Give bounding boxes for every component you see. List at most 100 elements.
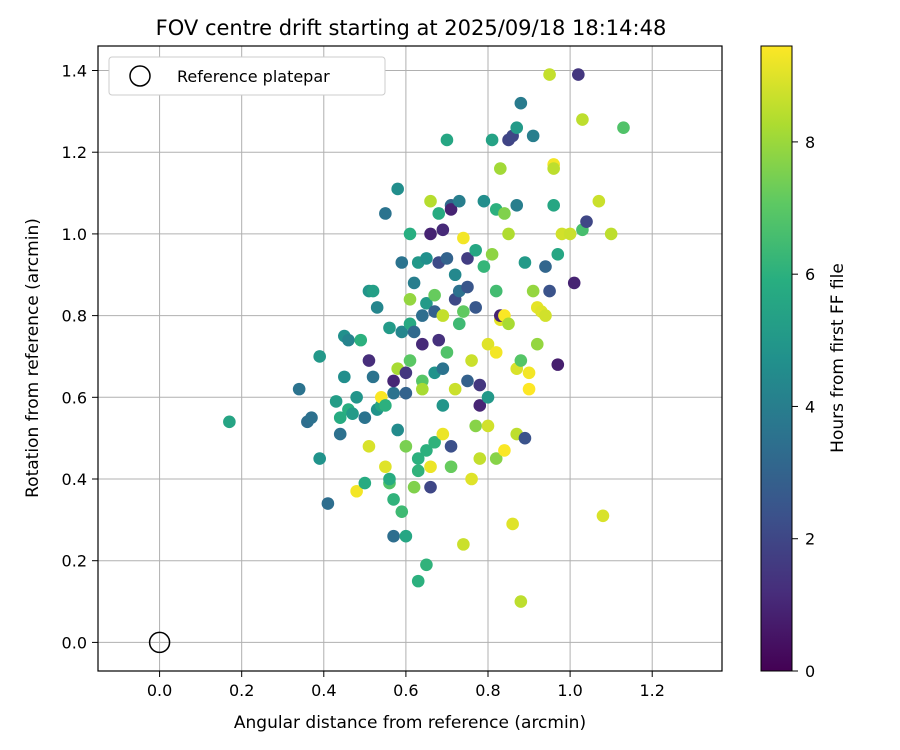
data-point xyxy=(522,366,536,380)
data-point xyxy=(477,194,491,208)
data-point xyxy=(354,333,368,347)
reference-marker xyxy=(148,631,171,654)
data-point xyxy=(526,284,540,298)
data-point xyxy=(551,248,565,261)
data-point xyxy=(350,391,363,404)
data-point xyxy=(485,248,499,261)
data-point xyxy=(473,378,487,392)
data-point xyxy=(543,284,556,298)
data-point xyxy=(526,129,540,143)
data-point xyxy=(403,227,417,241)
x-ticks: 0.0 0.2 0.4 0.6 0.8 1.0 1.2 xyxy=(147,671,665,700)
data-point xyxy=(395,325,409,339)
data-point xyxy=(518,431,532,445)
data-point xyxy=(416,337,429,351)
data-point xyxy=(399,366,413,380)
data-point xyxy=(321,497,335,510)
data-point xyxy=(547,199,560,212)
data-point xyxy=(424,480,437,494)
data-point xyxy=(379,207,392,220)
data-point xyxy=(465,472,478,486)
data-point xyxy=(580,215,593,228)
x-axis-label: Angular distance from reference (arcmin) xyxy=(234,713,586,733)
y-tick-label: 1.0 xyxy=(62,225,87,244)
data-point xyxy=(518,256,532,269)
data-point xyxy=(399,529,413,543)
data-point xyxy=(452,317,466,331)
data-point xyxy=(473,399,487,412)
data-point xyxy=(350,484,363,498)
data-point xyxy=(407,480,421,494)
data-point xyxy=(428,288,441,302)
data-point xyxy=(461,374,474,388)
data-point xyxy=(444,460,458,474)
data-point xyxy=(457,538,470,551)
data-point xyxy=(420,444,433,457)
colorbar-gradient xyxy=(760,45,793,672)
legend-box xyxy=(108,56,386,96)
x-tick-label: 1.2 xyxy=(639,681,664,700)
data-point xyxy=(387,493,400,506)
data-point xyxy=(461,252,474,265)
data-point xyxy=(416,382,429,396)
y-tick-label: 0.6 xyxy=(62,388,87,407)
data-point xyxy=(485,133,499,147)
data-point xyxy=(436,399,450,412)
data-point xyxy=(391,423,404,437)
data-point xyxy=(333,427,347,441)
colorbar-ticks: 0 2 4 6 8 xyxy=(792,133,815,681)
data-point xyxy=(539,260,552,273)
y-axis-label: Rotation from reference (arcmin) xyxy=(23,218,43,498)
data-point xyxy=(411,464,425,478)
data-point xyxy=(481,419,495,433)
data-point xyxy=(461,280,474,294)
data-point xyxy=(358,476,372,490)
data-point xyxy=(379,399,392,412)
data-point xyxy=(502,227,515,241)
data-point xyxy=(424,227,437,241)
colorbar-tick-label: 8 xyxy=(805,133,815,152)
data-point xyxy=(424,194,437,208)
data-point xyxy=(420,252,433,265)
data-point xyxy=(346,407,359,420)
data-point xyxy=(387,374,400,388)
data-point xyxy=(489,452,503,465)
data-point xyxy=(407,325,421,339)
data-point xyxy=(342,333,355,347)
data-point xyxy=(313,452,326,465)
data-point xyxy=(563,227,577,241)
data-point xyxy=(481,337,495,351)
data-point xyxy=(387,386,400,400)
x-tick-label: 0.6 xyxy=(393,681,418,700)
plot-frame xyxy=(97,45,723,672)
data-point xyxy=(448,268,462,282)
data-point xyxy=(366,284,380,298)
data-point xyxy=(465,354,478,367)
data-point xyxy=(481,391,495,404)
data-point xyxy=(432,207,446,220)
data-point xyxy=(305,411,318,425)
data-point xyxy=(399,386,413,400)
data-point xyxy=(440,252,454,265)
x-tick-label: 1.0 xyxy=(557,681,582,700)
data-point xyxy=(576,113,589,126)
data-point xyxy=(444,440,458,453)
colorbar: 0 2 4 6 8 Hours from first FF file xyxy=(760,45,848,681)
x-tick-label: 0.2 xyxy=(229,681,254,700)
data-point xyxy=(395,505,409,518)
data-point xyxy=(469,301,482,314)
data-point xyxy=(292,382,306,396)
data-point xyxy=(420,558,433,572)
data-point xyxy=(399,440,413,453)
data-point xyxy=(498,207,511,220)
data-point xyxy=(362,354,376,367)
data-point xyxy=(604,227,618,241)
data-point xyxy=(411,452,425,465)
data-point xyxy=(432,333,446,347)
colorbar-tick-label: 4 xyxy=(805,397,815,416)
data-point xyxy=(477,260,491,273)
data-point xyxy=(223,415,236,429)
data-point xyxy=(391,182,404,196)
data-point xyxy=(510,199,524,212)
data-point xyxy=(403,292,417,306)
